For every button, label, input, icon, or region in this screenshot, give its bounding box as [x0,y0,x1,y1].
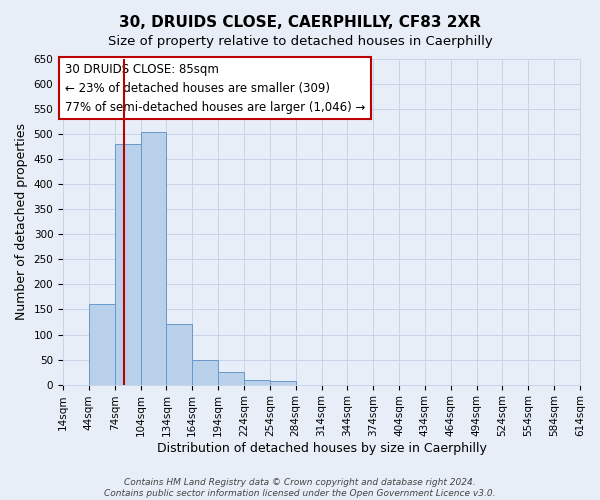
Bar [140,132,166,384]
Bar [89,304,115,384]
Text: Size of property relative to detached houses in Caerphilly: Size of property relative to detached ho… [107,35,493,48]
Text: Contains HM Land Registry data © Crown copyright and database right 2024.
Contai: Contains HM Land Registry data © Crown c… [104,478,496,498]
Bar [218,372,244,384]
Bar [192,360,218,384]
Bar [166,324,192,384]
Bar [115,144,140,384]
X-axis label: Distribution of detached houses by size in Caerphilly: Distribution of detached houses by size … [157,442,487,455]
Bar [270,380,296,384]
Text: 30, DRUIDS CLOSE, CAERPHILLY, CF83 2XR: 30, DRUIDS CLOSE, CAERPHILLY, CF83 2XR [119,15,481,30]
Y-axis label: Number of detached properties: Number of detached properties [15,124,28,320]
Text: 30 DRUIDS CLOSE: 85sqm
← 23% of detached houses are smaller (309)
77% of semi-de: 30 DRUIDS CLOSE: 85sqm ← 23% of detached… [65,62,365,114]
Bar [244,380,270,384]
